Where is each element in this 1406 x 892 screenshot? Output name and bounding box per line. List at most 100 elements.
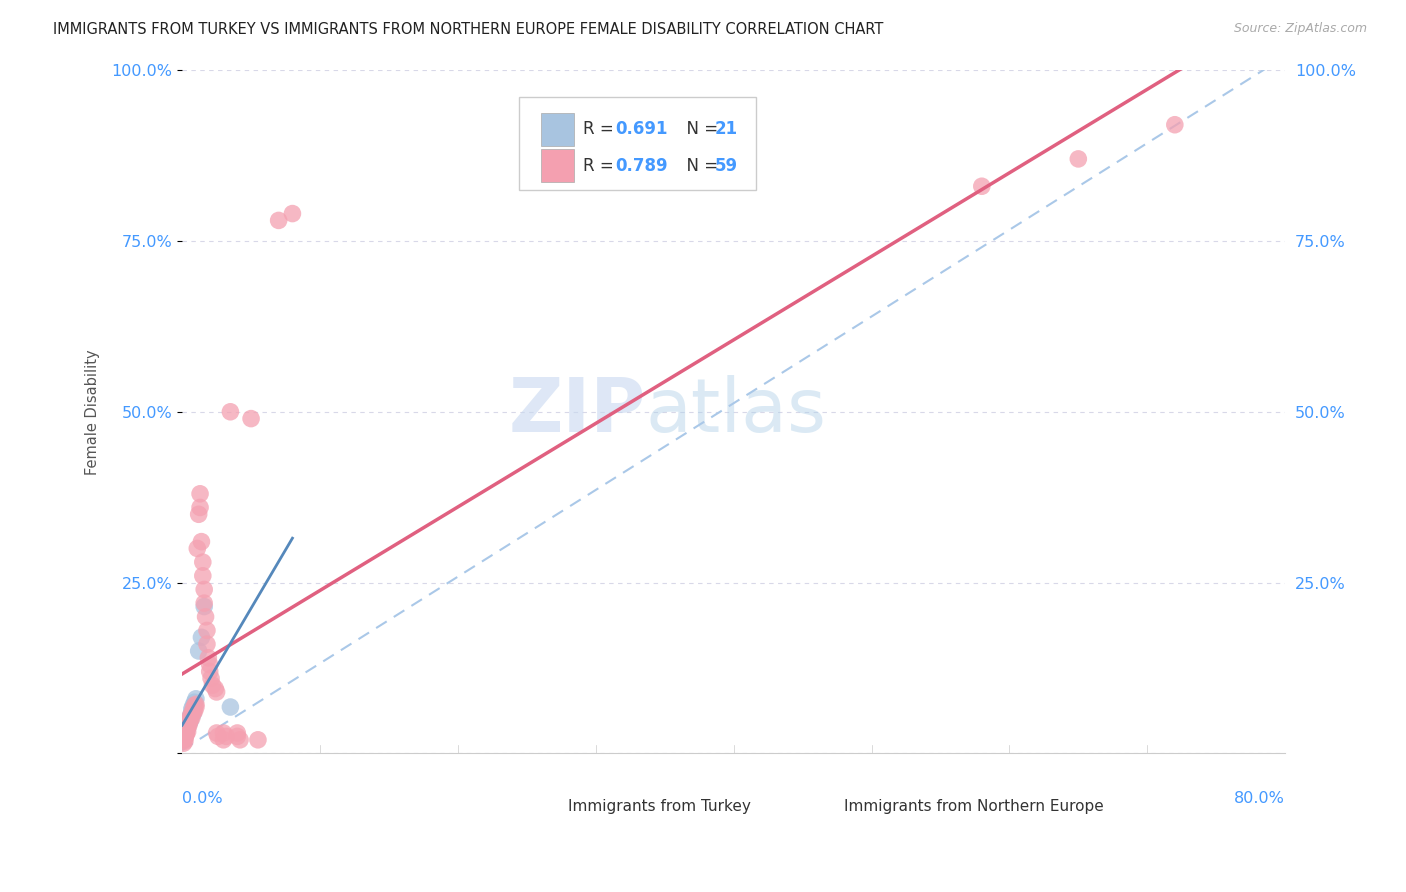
Point	[190, 630, 212, 644]
Point	[179, 709, 201, 723]
Point	[212, 726, 235, 740]
Text: Immigrants from Turkey: Immigrants from Turkey	[568, 799, 751, 814]
FancyBboxPatch shape	[540, 113, 574, 145]
Text: 59: 59	[714, 156, 738, 175]
Point	[191, 555, 214, 569]
Point	[187, 644, 209, 658]
Text: N =: N =	[676, 156, 724, 175]
Point	[181, 706, 204, 720]
Point	[246, 732, 269, 747]
Text: 0.0%: 0.0%	[183, 791, 222, 806]
Point	[176, 721, 198, 735]
Point	[179, 714, 201, 728]
Point	[204, 681, 226, 696]
Point	[173, 732, 195, 747]
Point	[181, 706, 204, 721]
Point	[174, 726, 197, 740]
Point	[183, 695, 205, 709]
Point	[215, 730, 238, 744]
Point	[195, 637, 218, 651]
Point	[188, 500, 211, 515]
Point	[198, 665, 221, 679]
Point	[174, 731, 197, 746]
Point	[181, 702, 204, 716]
Text: 0.789: 0.789	[616, 156, 668, 175]
Point	[174, 730, 197, 744]
Point	[177, 715, 200, 730]
Point	[219, 405, 242, 419]
Point	[183, 698, 205, 713]
Point	[184, 700, 207, 714]
Point	[193, 599, 215, 614]
Y-axis label: Female Disability: Female Disability	[86, 349, 100, 475]
Point	[200, 671, 222, 685]
Point	[179, 712, 201, 726]
Point	[281, 206, 304, 220]
Text: Source: ZipAtlas.com: Source: ZipAtlas.com	[1233, 22, 1367, 36]
Point	[229, 732, 252, 747]
Point	[212, 732, 235, 747]
Point	[207, 730, 229, 744]
Text: 0.691: 0.691	[616, 120, 668, 138]
Point	[205, 685, 228, 699]
Point	[186, 541, 208, 556]
Point	[970, 179, 993, 194]
Point	[240, 411, 263, 425]
Point	[198, 657, 221, 672]
FancyBboxPatch shape	[540, 149, 574, 182]
Point	[226, 730, 249, 744]
Text: R =: R =	[582, 120, 619, 138]
Point	[173, 732, 195, 747]
Point	[197, 650, 219, 665]
Point	[187, 508, 209, 522]
Text: IMMIGRANTS FROM TURKEY VS IMMIGRANTS FROM NORTHERN EUROPE FEMALE DISABILITY CORR: IMMIGRANTS FROM TURKEY VS IMMIGRANTS FRO…	[53, 22, 884, 37]
Point	[177, 718, 200, 732]
Point	[179, 709, 201, 723]
Point	[176, 718, 198, 732]
Point	[219, 700, 242, 714]
Point	[174, 734, 197, 748]
Text: atlas: atlas	[645, 376, 827, 449]
Point	[176, 724, 198, 739]
Point	[1067, 152, 1090, 166]
Point	[181, 698, 204, 713]
Point	[183, 704, 205, 718]
Point	[184, 691, 207, 706]
Point	[180, 702, 202, 716]
Point	[174, 727, 197, 741]
Point	[226, 726, 249, 740]
Point	[180, 706, 202, 721]
Point	[176, 719, 198, 733]
Point	[1164, 118, 1187, 132]
Point	[193, 582, 215, 597]
Point	[193, 596, 215, 610]
Point	[174, 726, 197, 740]
Point	[174, 723, 197, 737]
Point	[188, 487, 211, 501]
Text: R =: R =	[582, 156, 619, 175]
Point	[201, 678, 224, 692]
Point	[177, 712, 200, 726]
Text: Immigrants from Northern Europe: Immigrants from Northern Europe	[844, 799, 1104, 814]
Point	[267, 213, 290, 227]
Point	[177, 714, 200, 728]
Point	[174, 723, 197, 737]
Point	[174, 719, 197, 733]
Point	[184, 698, 207, 712]
FancyBboxPatch shape	[536, 797, 562, 817]
Point	[173, 736, 195, 750]
Point	[177, 715, 200, 730]
Point	[205, 726, 228, 740]
Point	[174, 730, 197, 744]
Point	[191, 569, 214, 583]
Text: 21: 21	[714, 120, 738, 138]
FancyBboxPatch shape	[519, 97, 755, 190]
Text: ZIP: ZIP	[508, 376, 645, 449]
FancyBboxPatch shape	[811, 797, 838, 817]
Text: N =: N =	[676, 120, 724, 138]
Text: 80.0%: 80.0%	[1234, 791, 1285, 806]
Point	[194, 609, 217, 624]
Point	[176, 721, 198, 735]
Point	[195, 624, 218, 638]
Point	[190, 534, 212, 549]
